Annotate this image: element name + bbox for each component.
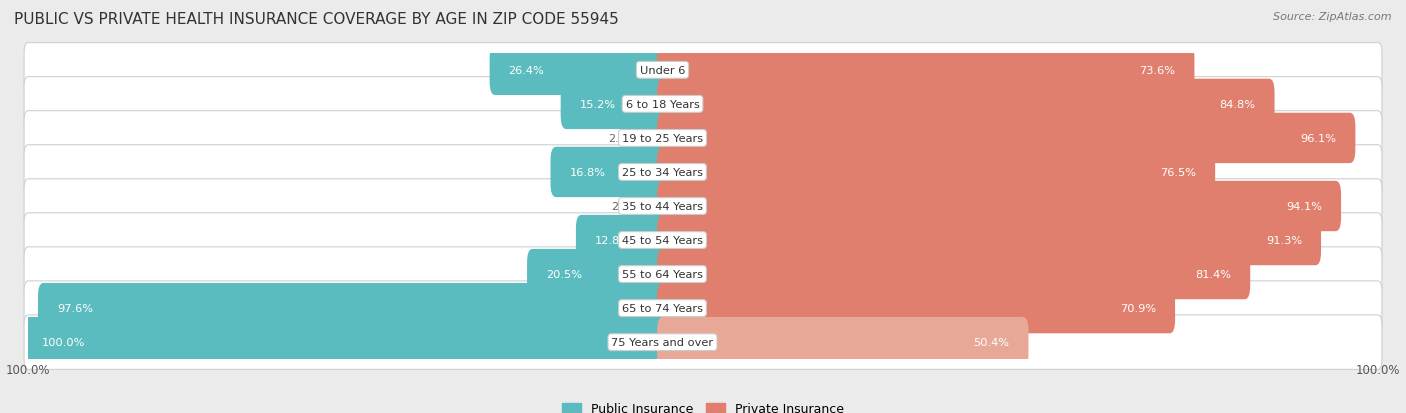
FancyBboxPatch shape (22, 317, 668, 368)
FancyBboxPatch shape (657, 114, 1355, 164)
Text: 94.1%: 94.1% (1286, 202, 1322, 211)
FancyBboxPatch shape (657, 249, 1250, 299)
Text: 81.4%: 81.4% (1195, 269, 1232, 280)
FancyBboxPatch shape (638, 114, 668, 164)
FancyBboxPatch shape (24, 247, 1382, 301)
Text: 45 to 54 Years: 45 to 54 Years (621, 235, 703, 245)
FancyBboxPatch shape (657, 317, 1028, 368)
FancyBboxPatch shape (24, 43, 1382, 98)
Text: 2.9%: 2.9% (609, 133, 637, 144)
Text: 100.0%: 100.0% (42, 337, 84, 347)
FancyBboxPatch shape (24, 112, 1382, 166)
Text: 19 to 25 Years: 19 to 25 Years (621, 133, 703, 144)
Text: 20.5%: 20.5% (546, 269, 582, 280)
Text: 65 to 74 Years: 65 to 74 Years (621, 304, 703, 313)
Text: 16.8%: 16.8% (569, 168, 606, 178)
Text: 12.8%: 12.8% (595, 235, 631, 245)
FancyBboxPatch shape (38, 283, 668, 334)
Text: 96.1%: 96.1% (1301, 133, 1337, 144)
Text: 70.9%: 70.9% (1121, 304, 1156, 313)
FancyBboxPatch shape (657, 45, 1195, 96)
Text: 75 Years and over: 75 Years and over (612, 337, 714, 347)
Text: 91.3%: 91.3% (1265, 235, 1302, 245)
Text: 55 to 64 Years: 55 to 64 Years (621, 269, 703, 280)
Text: Under 6: Under 6 (640, 66, 685, 76)
FancyBboxPatch shape (657, 283, 1175, 334)
Text: 2.5%: 2.5% (612, 202, 640, 211)
FancyBboxPatch shape (24, 78, 1382, 132)
Text: 35 to 44 Years: 35 to 44 Years (621, 202, 703, 211)
FancyBboxPatch shape (657, 181, 1341, 232)
FancyBboxPatch shape (24, 213, 1382, 268)
Text: 73.6%: 73.6% (1139, 66, 1175, 76)
FancyBboxPatch shape (24, 179, 1382, 234)
FancyBboxPatch shape (657, 79, 1275, 130)
FancyBboxPatch shape (641, 181, 668, 232)
FancyBboxPatch shape (527, 249, 668, 299)
Text: 97.6%: 97.6% (56, 304, 93, 313)
Text: 50.4%: 50.4% (973, 337, 1010, 347)
FancyBboxPatch shape (489, 45, 668, 96)
Legend: Public Insurance, Private Insurance: Public Insurance, Private Insurance (557, 397, 849, 413)
FancyBboxPatch shape (24, 281, 1382, 335)
Text: 76.5%: 76.5% (1160, 168, 1197, 178)
FancyBboxPatch shape (561, 79, 668, 130)
Text: Source: ZipAtlas.com: Source: ZipAtlas.com (1274, 12, 1392, 22)
Text: PUBLIC VS PRIVATE HEALTH INSURANCE COVERAGE BY AGE IN ZIP CODE 55945: PUBLIC VS PRIVATE HEALTH INSURANCE COVER… (14, 12, 619, 27)
Text: 84.8%: 84.8% (1219, 100, 1256, 109)
Text: 26.4%: 26.4% (509, 66, 544, 76)
FancyBboxPatch shape (24, 315, 1382, 370)
FancyBboxPatch shape (551, 147, 668, 198)
FancyBboxPatch shape (576, 215, 668, 266)
FancyBboxPatch shape (657, 147, 1215, 198)
Text: 6 to 18 Years: 6 to 18 Years (626, 100, 699, 109)
FancyBboxPatch shape (657, 215, 1322, 266)
Text: 25 to 34 Years: 25 to 34 Years (621, 168, 703, 178)
FancyBboxPatch shape (24, 145, 1382, 200)
Text: 15.2%: 15.2% (579, 100, 616, 109)
